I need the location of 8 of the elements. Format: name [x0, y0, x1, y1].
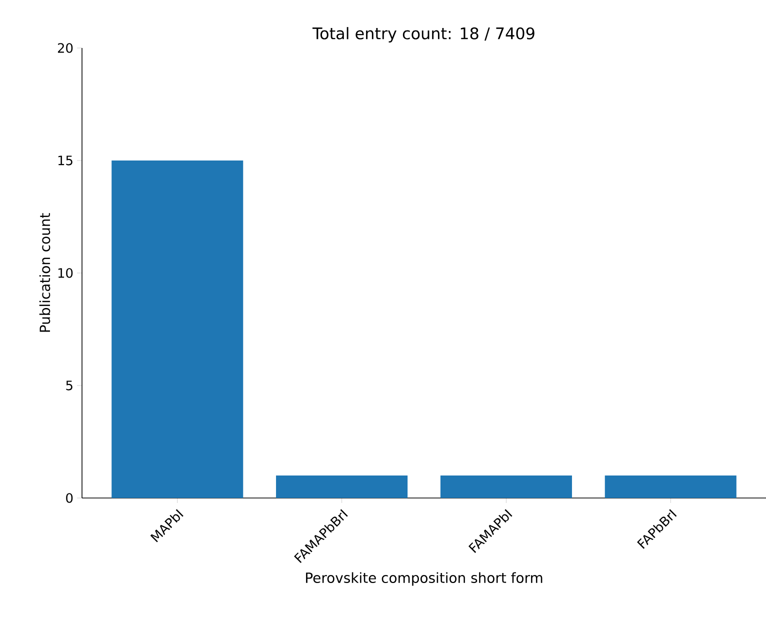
y-tick-label: 20	[58, 43, 73, 53]
y-axis-title: Publication count	[39, 213, 50, 332]
y-tick-label: 0	[66, 493, 73, 503]
x-axis-title: Perovskite composition short form	[306, 572, 542, 586]
y-tick-label: 10	[58, 268, 73, 278]
chart-title: Total entry count: 18 / 7409	[312, 27, 534, 42]
y-tick-label: 5	[66, 380, 72, 390]
y-tick-label: 15	[58, 156, 72, 166]
